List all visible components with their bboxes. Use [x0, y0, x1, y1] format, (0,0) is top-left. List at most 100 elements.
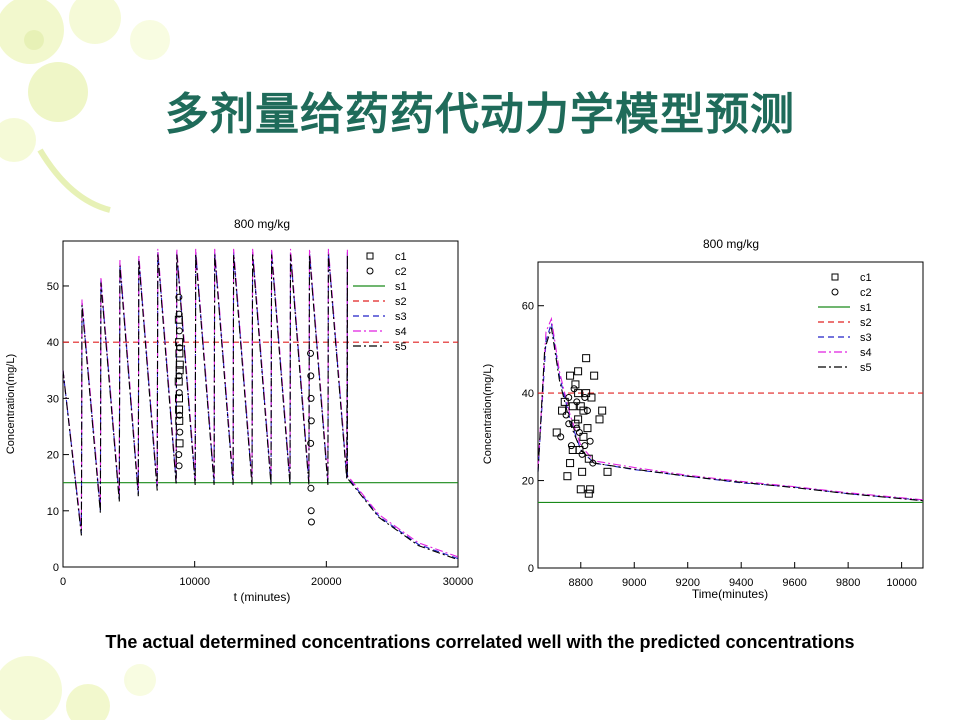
chart1-point-c2	[175, 462, 183, 470]
chart2-point-c2	[586, 437, 594, 445]
chart1-point-c2	[175, 451, 183, 459]
chart2-point-c2	[581, 442, 589, 450]
slide-caption: The actual determined concentrations cor…	[105, 632, 855, 652]
chart1-point-c2	[307, 439, 315, 447]
chart1-point-c2	[307, 484, 315, 492]
chart2-point-c1	[587, 393, 596, 402]
chart1-point-c1	[174, 315, 183, 324]
chart2-legend-label-s2: s2	[860, 317, 872, 329]
chart1-legend-label-c1: c1	[395, 251, 407, 263]
chart1-y-tick-label: 0	[53, 562, 59, 574]
chart2-x-tick-label: 9200	[675, 577, 699, 589]
chart1-point-c2	[307, 372, 315, 380]
chart1-y-tick-label: 30	[47, 393, 59, 405]
chart1-point-c2	[176, 344, 184, 352]
chart2-point-c2	[581, 394, 589, 402]
chart2-legend-label-c2: c2	[860, 287, 872, 299]
chart2-x-tick-label: 9800	[836, 577, 860, 589]
chart2-point-c2	[562, 411, 570, 419]
chart2-point-c1	[574, 367, 583, 376]
chart2-point-c1	[582, 389, 591, 398]
chart2-point-c1	[560, 397, 569, 406]
chart2-series-s5	[537, 327, 924, 502]
chart1-x-tick-label: 30000	[443, 576, 474, 588]
chart2-legend-label-c1: c1	[860, 272, 872, 284]
chart1-y-label: Concentration(mg/L)	[5, 354, 17, 454]
chart1-point-c2	[307, 417, 315, 425]
chart1-series	[62, 248, 459, 561]
chart1-observations	[174, 293, 315, 526]
chart1-point-c2	[175, 293, 183, 301]
chart2-point-c1	[576, 402, 585, 411]
chart2-point-c1	[571, 380, 580, 389]
chart2-point-c1	[576, 485, 585, 494]
chart2-x-tick-label: 8800	[569, 577, 593, 589]
chart2-point-c1	[590, 371, 599, 380]
chart1-legend-label-s2: s2	[395, 296, 407, 308]
chart1-y-tick-label: 50	[47, 281, 59, 293]
chart1-title: 800 mg/kg	[234, 217, 290, 231]
chart1-point-c1	[175, 349, 184, 358]
chart1-series-s5	[62, 254, 459, 561]
chart2-x-tick-label: 9600	[782, 577, 806, 589]
chart2-legend-label-s1: s1	[860, 302, 872, 314]
chart1-point-c1	[175, 439, 184, 448]
chart1-legend: c1 c2 s1 s2 s3 s4 s5	[353, 251, 407, 353]
chart2-point-c2	[573, 424, 581, 432]
chart2-point-c1	[584, 454, 593, 463]
chart1-point-c2	[175, 372, 183, 380]
chart2-point-c1	[574, 415, 583, 424]
chart2-point-c2	[573, 398, 581, 406]
chart1-legend-symbol-c2	[366, 267, 374, 275]
chart2-x-label: Time(minutes)	[692, 587, 768, 601]
chart1-point-c2	[175, 327, 183, 335]
chart1-point-c2	[307, 394, 315, 402]
chart1-point-c1	[174, 394, 183, 403]
chart1-point-c1	[175, 366, 184, 375]
chart1-axes: 0 10000 20000 30000 0 10 20 30 40 50	[47, 281, 474, 588]
chart2-x-tick-label: 9400	[729, 577, 753, 589]
chart2-axes: 8800 9000 9200 9400 9600 9800 10000 0 20 40 60	[522, 301, 917, 589]
chart2-point-c1	[566, 459, 575, 468]
chart1-y-tick-label: 40	[47, 337, 59, 349]
chart1-point-c1	[175, 338, 184, 347]
chart2-point-c1	[595, 415, 604, 424]
flower-decoration	[0, 0, 170, 720]
chart1-x-tick-label: 10000	[179, 576, 210, 588]
chart1-y-tick-label: 20	[47, 450, 59, 462]
chart2-point-c2	[583, 407, 591, 415]
chart2-legend-symbol-c2	[831, 288, 839, 296]
chart1-point-c1	[175, 405, 184, 414]
chart2-point-c1	[603, 467, 612, 476]
chart2-point-c1	[582, 354, 591, 363]
chart1-legend-symbol-c1	[366, 252, 374, 260]
chart2-y-tick-label: 60	[522, 301, 534, 313]
chart1-x-tick-label: 0	[60, 576, 66, 588]
slide-title: 多剂量给药药代动力学模型预测	[165, 89, 795, 140]
chart1-x-tick-label: 20000	[311, 576, 342, 588]
chart2-point-c1	[552, 428, 561, 437]
chart2-point-c1	[579, 432, 588, 441]
chart2-point-c2	[589, 459, 597, 467]
chart1-x-label: t (minutes)	[234, 590, 291, 604]
chart2-point-c2	[567, 442, 575, 450]
chart2-series	[537, 316, 924, 503]
chart2-point-c1	[568, 445, 577, 454]
chart2-point-c1	[578, 467, 587, 476]
chart2-series-s4	[537, 316, 924, 501]
chart2-legend-label-s5: s5	[860, 362, 872, 374]
chart2-title: 800 mg/kg	[703, 237, 759, 251]
chart2-y-tick-label: 20	[522, 476, 534, 488]
chart1-point-c1	[175, 416, 184, 425]
chart2-point-c1	[598, 406, 607, 415]
chart2-point-c1	[583, 424, 592, 433]
chart2-y-label: Concentration(mg/L)	[482, 364, 494, 464]
chart2-x-tick-label: 9000	[622, 577, 646, 589]
chart1-point-c2	[307, 349, 315, 357]
chart1-point-c2	[175, 310, 183, 318]
chart2-point-c2	[578, 450, 586, 458]
chart2-legend-label-s4: s4	[860, 347, 872, 359]
